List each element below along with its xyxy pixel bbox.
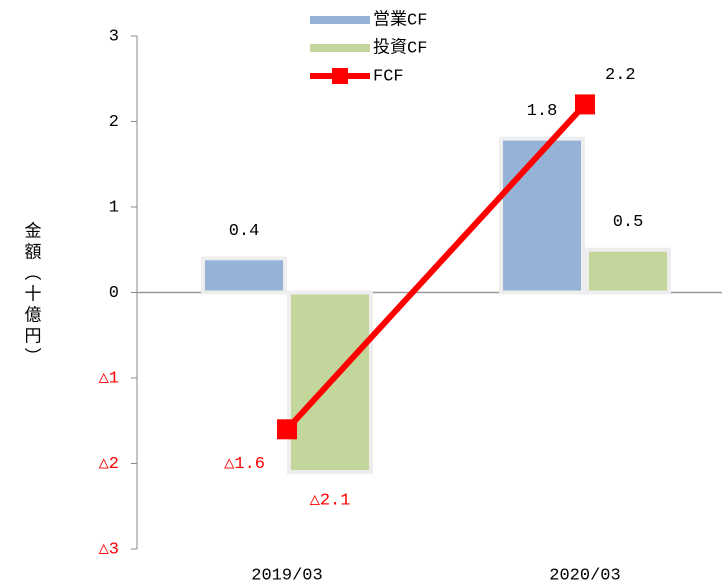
- bar: [287, 290, 373, 475]
- y-tick-label: 1: [109, 198, 119, 217]
- y-tick-label: △3: [99, 540, 119, 559]
- line: [284, 102, 588, 432]
- legend-label: FCF: [373, 67, 404, 86]
- legend-swatch: [310, 44, 370, 52]
- y-tick-label: △1: [99, 369, 119, 388]
- data-label: 1.8: [527, 102, 558, 121]
- bar: [201, 256, 287, 295]
- data-label: 0.5: [613, 213, 644, 232]
- bar: [585, 247, 671, 295]
- y-tick-label: 3: [109, 27, 119, 46]
- legend-swatch-marker: [332, 68, 348, 84]
- y-tick-label: 2: [109, 113, 119, 132]
- line-marker: [277, 419, 297, 440]
- y-axis-label: 金額（十億円）: [20, 221, 42, 368]
- data-label: △2.1: [310, 492, 351, 511]
- data-label: △1.6: [224, 455, 265, 474]
- legend-label: 営業CF: [373, 9, 427, 30]
- legend-swatch: [310, 16, 370, 24]
- x-tick-label: 2020/03: [549, 566, 620, 585]
- data-label: 0.4: [229, 222, 260, 241]
- x-tick-label: 2019/03: [251, 566, 322, 585]
- y-tick-label: △2: [99, 455, 119, 474]
- legend-label: 投資CF: [373, 37, 427, 58]
- y-tick-label: 0: [109, 284, 119, 303]
- bar: [499, 136, 585, 295]
- data-label: 2.2: [605, 66, 636, 85]
- line-marker: [575, 94, 595, 115]
